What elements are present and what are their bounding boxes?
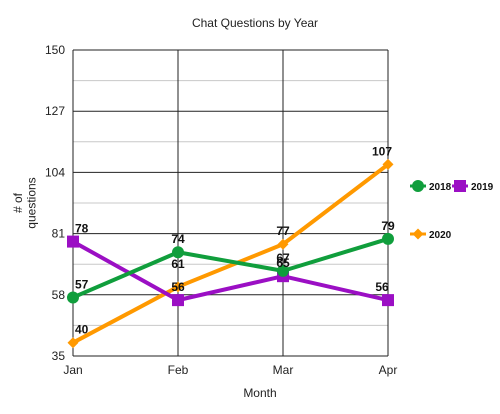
chart-title: Chat Questions by Year xyxy=(192,16,318,30)
data-label-2019: 65 xyxy=(276,256,290,270)
data-point-2018 xyxy=(277,264,289,277)
x-tick-label: Apr xyxy=(379,363,398,377)
data-label-2019: 56 xyxy=(375,280,389,294)
data-label-2018: 79 xyxy=(381,219,395,233)
series-2019 xyxy=(67,235,394,307)
data-point-2018 xyxy=(172,246,184,259)
y-tick-label: 150 xyxy=(45,43,65,57)
x-tick-label: Feb xyxy=(168,363,189,377)
data-label-2020: 40 xyxy=(75,323,89,337)
legend-marker xyxy=(412,228,424,240)
legend-item-2020: 2020 xyxy=(410,228,452,241)
x-axis-ticks: Jan Feb Mar Apr xyxy=(63,363,397,377)
y-tick-label: 104 xyxy=(45,165,65,179)
y-tick-label: 81 xyxy=(52,227,66,241)
data-point-2019 xyxy=(172,294,184,307)
series-line-2018 xyxy=(72,237,389,300)
series-2020 xyxy=(67,158,394,349)
legend: 2018 2019 2020 xyxy=(410,180,494,241)
data-label-2020: 107 xyxy=(372,144,392,158)
y-axis-label-line: # of xyxy=(11,192,25,213)
data-label-2018: 67 xyxy=(276,251,290,265)
data-label-2020: 61 xyxy=(171,257,185,271)
data-label-2019: 56 xyxy=(171,280,185,294)
legend-label: 2019 xyxy=(471,182,494,193)
legend-item-2019: 2019 xyxy=(452,180,494,193)
data-point-2018 xyxy=(382,232,394,245)
data-point-2020 xyxy=(67,337,79,349)
y-axis-label-line: questions xyxy=(24,177,38,228)
data-point-2019 xyxy=(67,235,79,248)
data-label-2018: 57 xyxy=(75,277,89,291)
series-line-2020 xyxy=(72,162,390,345)
data-point-2020 xyxy=(172,281,184,293)
x-tick-label: Mar xyxy=(273,363,294,377)
series-2018 xyxy=(67,232,394,304)
y-tick-label: 35 xyxy=(52,349,66,363)
x-tick-label: Jan xyxy=(63,363,82,377)
series-group xyxy=(67,158,394,349)
y-tick-label: 127 xyxy=(45,104,65,118)
legend-marker xyxy=(454,180,466,192)
legend-marker xyxy=(412,180,424,192)
legend-item-2018: 2018 xyxy=(410,180,452,193)
legend-label: 2018 xyxy=(429,182,452,193)
data-point-2019 xyxy=(382,294,394,307)
data-label-2020: 77 xyxy=(276,224,290,238)
x-axis-label: Month xyxy=(243,386,276,400)
data-label-2019: 78 xyxy=(75,222,89,236)
y-axis-ticks: 35 58 81 104 127 150 xyxy=(45,43,65,363)
data-point-2018 xyxy=(67,291,79,304)
data-point-2020 xyxy=(277,238,289,250)
legend-label: 2020 xyxy=(429,230,452,241)
data-point-2020 xyxy=(382,158,394,170)
y-axis-label: # ofquestions xyxy=(11,177,38,228)
data-labels: 57 74 67 79 78 56 65 56 40 61 77 107 xyxy=(75,144,395,336)
y-tick-label: 58 xyxy=(52,288,66,302)
grid xyxy=(72,49,389,357)
data-label-2018: 74 xyxy=(171,232,185,246)
series-line-2019 xyxy=(72,239,389,303)
